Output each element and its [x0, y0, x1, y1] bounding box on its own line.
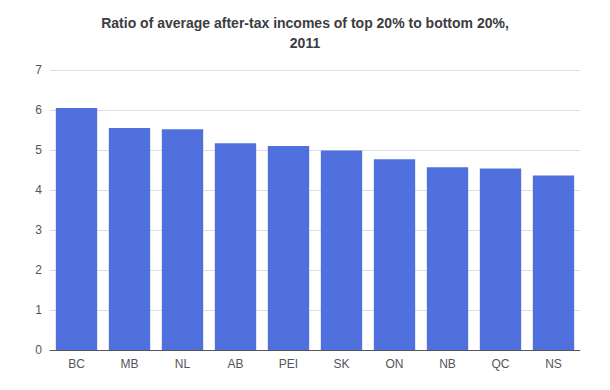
svg-text:MB: MB [121, 357, 139, 371]
svg-text:NS: NS [545, 357, 562, 371]
svg-text:NB: NB [439, 357, 456, 371]
svg-text:BC: BC [68, 357, 85, 371]
svg-text:PEI: PEI [279, 357, 298, 371]
svg-text:SK: SK [333, 357, 349, 371]
svg-text:QC: QC [492, 357, 510, 371]
svg-text:4: 4 [35, 183, 42, 197]
svg-text:2: 2 [35, 263, 42, 277]
svg-text:7: 7 [35, 63, 42, 77]
svg-text:3: 3 [35, 223, 42, 237]
svg-text:0: 0 [35, 343, 42, 357]
svg-text:ON: ON [386, 357, 404, 371]
svg-text:NL: NL [175, 357, 191, 371]
svg-text:2011: 2011 [290, 35, 321, 51]
svg-text:1: 1 [35, 303, 42, 317]
svg-text:AB: AB [227, 357, 243, 371]
svg-text:5: 5 [35, 143, 42, 157]
svg-text:6: 6 [35, 103, 42, 117]
svg-text:Ratio of average after-tax inc: Ratio of average after-tax incomes of to… [101, 15, 509, 31]
